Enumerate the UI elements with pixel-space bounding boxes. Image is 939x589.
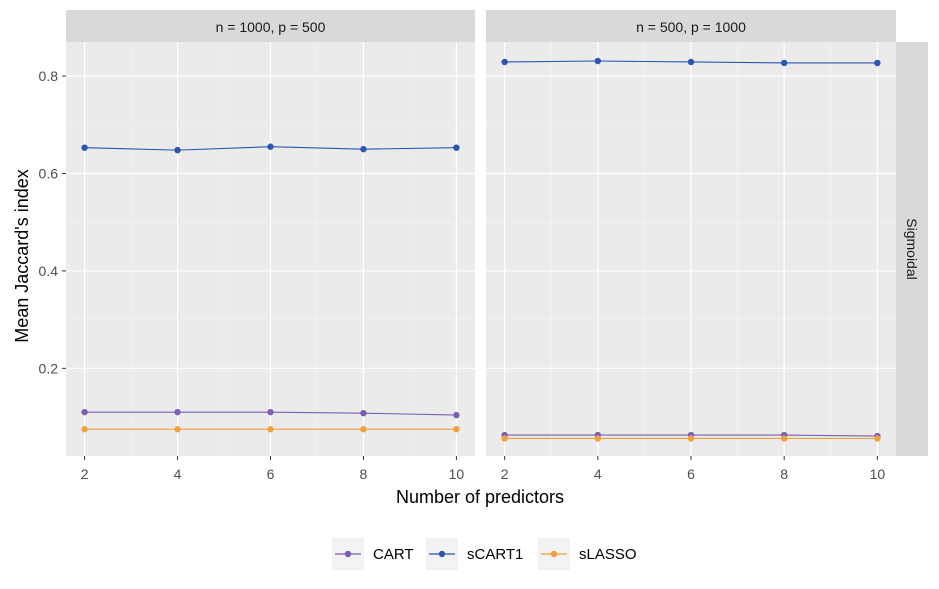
data-point-sCART1 — [594, 57, 602, 65]
panel-1 — [66, 42, 475, 456]
row-strip — [896, 42, 928, 456]
x-tick-label: 2 — [81, 466, 89, 482]
legend: CART sCART1 sLASSO — [332, 538, 637, 570]
data-point-sLASSO — [874, 435, 881, 442]
y-axis-title: Mean Jaccard's index — [12, 169, 32, 343]
x-tick-label: 8 — [780, 466, 788, 482]
x-tick-label: 4 — [594, 466, 602, 482]
legend-key-point — [344, 550, 352, 558]
x-tick-label: 6 — [267, 466, 275, 482]
x-tick-label: 10 — [870, 466, 886, 482]
data-point-CART — [174, 408, 181, 416]
data-point-sCART1 — [81, 144, 88, 151]
data-point-sCART1 — [453, 144, 460, 151]
data-point-sLASSO — [501, 435, 508, 442]
data-point-CART — [360, 409, 367, 417]
data-point-sCART1 — [267, 143, 274, 150]
facet-strip-label: n = 1000, p = 500 — [216, 19, 326, 35]
data-point-sCART1 — [874, 59, 881, 67]
panel-2 — [486, 42, 896, 456]
facet-strip-label: n = 500, p = 1000 — [636, 19, 746, 35]
x-tick-label: 6 — [687, 466, 695, 482]
y-axis-ticks: 0.2 0.4 0.6 0.8 — [39, 68, 66, 376]
data-point-sCART1 — [501, 58, 508, 66]
data-point-sCART1 — [174, 146, 181, 154]
data-point-CART — [453, 411, 460, 419]
data-point-CART — [81, 408, 88, 416]
y-tick-label: 0.2 — [39, 360, 59, 376]
facet-strips: n = 1000, p = 500 n = 500, p = 1000 Sigmoi… — [66, 10, 928, 456]
data-point-CART — [267, 408, 274, 416]
data-point-sLASSO — [687, 435, 695, 442]
x-tick-label: 8 — [360, 466, 368, 482]
legend-item-sCART1: sCART1 — [426, 538, 523, 570]
legend-label: CART — [373, 546, 414, 563]
row-strip-label: Sigmoidal — [904, 218, 920, 279]
x-tick-label: 2 — [501, 466, 509, 482]
legend-key-point — [550, 550, 558, 558]
y-tick-label: 0.6 — [39, 166, 59, 182]
data-point-sCART1 — [780, 59, 788, 67]
data-point-sLASSO — [81, 426, 88, 433]
panels — [66, 42, 896, 456]
data-point-sCART1 — [360, 145, 367, 153]
data-point-sLASSO — [360, 426, 367, 433]
facet-strip-2 — [486, 10, 896, 42]
data-point-sLASSO — [267, 426, 274, 433]
legend-label: sLASSO — [579, 546, 637, 563]
legend-item-sLASSO: sLASSO — [538, 538, 637, 570]
data-point-sLASSO — [174, 426, 181, 433]
y-tick-label: 0.8 — [39, 68, 59, 84]
x-tick-label: 4 — [174, 466, 182, 482]
y-tick-label: 0.4 — [39, 263, 59, 279]
x-tick-label: 10 — [449, 466, 465, 482]
data-point-sLASSO — [453, 426, 460, 433]
data-point-sLASSO — [594, 435, 602, 442]
x-axis-ticks: 2 4 6 8 10 2 4 6 8 10 — [81, 456, 886, 482]
legend-label: sCART1 — [467, 546, 523, 563]
legend-key-point — [438, 550, 446, 558]
data-point-sLASSO — [780, 435, 788, 442]
facet-strip-1 — [66, 10, 475, 42]
x-axis-title: Number of predictors — [396, 487, 564, 507]
legend-item-CART: CART — [332, 538, 414, 570]
data-point-sCART1 — [687, 58, 695, 66]
